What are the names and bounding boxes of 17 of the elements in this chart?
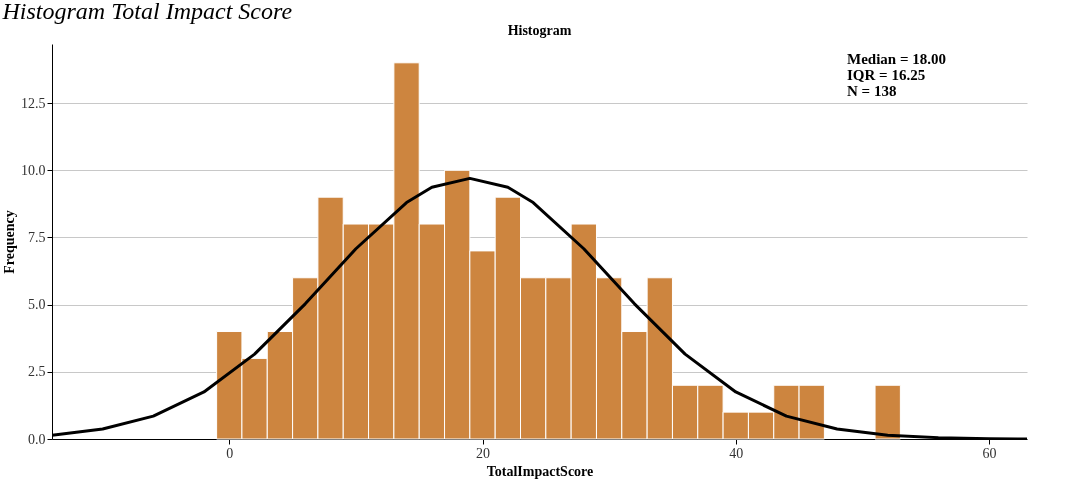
y-tick-label: 0.0 <box>28 431 46 447</box>
y-tick-label: 10.0 <box>21 162 46 178</box>
chart-subtitle: Histogram <box>507 23 572 38</box>
x-tick-label: 40 <box>729 445 744 461</box>
y-tick-label: 2.5 <box>28 364 46 380</box>
x-tick-label: 60 <box>982 445 997 461</box>
y-tick-label: 7.5 <box>28 229 46 245</box>
y-tick-label: 5.0 <box>28 297 46 313</box>
chart-title: Histogram Total Impact Score <box>1 0 293 24</box>
x-axis-title: TotalImpactScore <box>486 463 594 479</box>
annotation: IQR = 16.25 <box>847 67 926 83</box>
x-tick-label: 20 <box>476 445 491 461</box>
annotation: Median = 18.00 <box>847 51 946 67</box>
y-axis-title: Frequency <box>2 210 17 274</box>
x-tick-label: 0 <box>226 445 234 461</box>
annotation: N = 138 <box>847 83 897 99</box>
y-tick-label: 12.5 <box>21 95 46 111</box>
